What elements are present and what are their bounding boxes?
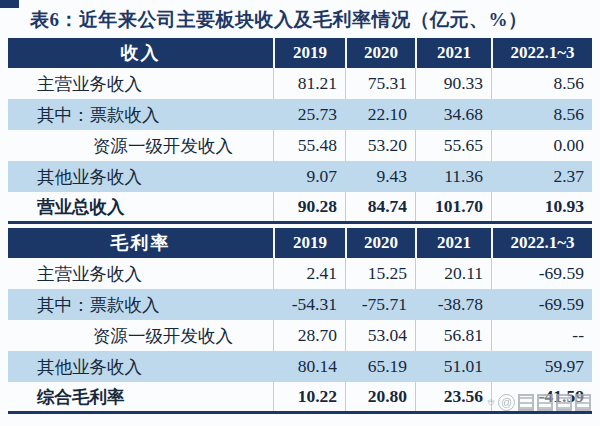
value-cell: 2.41 (273, 258, 345, 289)
value-cell: 22.10 (345, 99, 415, 130)
value-cell: 20.11 (415, 258, 491, 289)
value-cell: 10.22 (273, 382, 345, 411)
column-header-2021: 2021 (415, 38, 491, 68)
value-cell: 11.36 (415, 161, 491, 192)
value-cell: 2.37 (491, 161, 592, 192)
value-cell: 20.80 (345, 382, 415, 411)
table-row: 资源一级开发收入 55.48 53.20 55.65 0.00 (8, 130, 592, 161)
table-row: 其他业务收入 80.14 65.19 51.01 59.97 (8, 351, 592, 382)
row-label: 资源一级开发收入 (8, 320, 273, 351)
value-cell: 15.25 (345, 258, 415, 289)
value-cell: 0.00 (491, 130, 592, 161)
column-header-2019: 2019 (273, 38, 345, 68)
value-cell: -- (491, 320, 592, 351)
data-table: 收入 2019 2020 2021 2022.1~3 主营业务收入 81.21 … (8, 38, 592, 414)
value-cell: 65.19 (345, 351, 415, 382)
value-cell: 53.20 (345, 130, 415, 161)
value-cell: 81.21 (273, 68, 345, 99)
report-table-page: { "title": "表6：近年来公司主要板块收入及毛利率情况（亿元、%）",… (0, 0, 600, 426)
revenue-header-row: 收入 2019 2020 2021 2022.1~3 (8, 38, 592, 68)
value-cell: 8.56 (491, 99, 592, 130)
column-header-2019: 2019 (273, 228, 345, 258)
row-label: 主营业务收入 (8, 68, 273, 99)
value-cell: 8.56 (491, 68, 592, 99)
row-label: 营业总收入 (8, 192, 273, 221)
value-cell: 53.04 (345, 320, 415, 351)
value-cell: 10.93 (491, 192, 592, 221)
value-cell: 55.48 (273, 130, 345, 161)
value-cell: 101.70 (415, 192, 491, 221)
table-row-total: 营业总收入 90.28 84.74 101.70 10.93 (8, 192, 592, 224)
column-header-2020: 2020 (345, 38, 415, 68)
table-row: 资源一级开发收入 28.70 53.04 56.81 -- (8, 320, 592, 351)
section-header-label: 收入 (8, 41, 273, 65)
table-row: 其中：票款收入 -54.31 -75.71 -38.78 -69.59 (8, 289, 592, 320)
value-cell: 90.33 (415, 68, 491, 99)
row-label: 其中：票款收入 (8, 289, 273, 320)
row-label: 主营业务收入 (8, 258, 273, 289)
value-cell: 9.43 (345, 161, 415, 192)
column-header-2022: 2022.1~3 (491, 228, 592, 258)
table-row-total: 综合毛利率 10.22 20.80 23.56 -41.59 (8, 382, 592, 414)
value-cell: 75.31 (345, 68, 415, 99)
value-cell: -75.71 (345, 289, 415, 320)
value-cell: 59.97 (491, 351, 592, 382)
table-row: 其他业务收入 9.07 9.43 11.36 2.37 (8, 161, 592, 192)
row-label: 其他业务收入 (8, 351, 273, 382)
value-cell: 90.28 (273, 192, 345, 221)
row-label: 其他业务收入 (8, 161, 273, 192)
page-title: 表6：近年来公司主要板块收入及毛利率情况（亿元、%） (30, 7, 528, 33)
margin-header-row: 毛利率 2019 2020 2021 2022.1~3 (8, 228, 592, 258)
value-cell: 56.81 (415, 320, 491, 351)
value-cell: 80.14 (273, 351, 345, 382)
value-cell: -38.78 (415, 289, 491, 320)
corner-accent-block (0, 0, 19, 8)
column-header-2020: 2020 (345, 228, 415, 258)
table-row: 其中：票款收入 25.73 22.10 34.68 8.56 (8, 99, 592, 130)
value-cell: 28.70 (273, 320, 345, 351)
column-header-2022: 2022.1~3 (491, 38, 592, 68)
section-header-label: 毛利率 (8, 231, 273, 255)
row-label: 其中：票款收入 (8, 99, 273, 130)
value-cell: -69.59 (491, 289, 592, 320)
value-cell: -41.59 (491, 382, 592, 411)
value-cell: -69.59 (491, 258, 592, 289)
value-cell: 25.73 (273, 99, 345, 130)
value-cell: 34.68 (415, 99, 491, 130)
value-cell: 23.56 (415, 382, 491, 411)
value-cell: -54.31 (273, 289, 345, 320)
table-row: 主营业务收入 2.41 15.25 20.11 -69.59 (8, 258, 592, 289)
value-cell: 9.07 (273, 161, 345, 192)
value-cell: 84.74 (345, 192, 415, 221)
value-cell: 51.01 (415, 351, 491, 382)
row-label: 资源一级开发收入 (8, 130, 273, 161)
value-cell: 55.65 (415, 130, 491, 161)
table-row: 主营业务收入 81.21 75.31 90.33 8.56 (8, 68, 592, 99)
column-header-2021: 2021 (415, 228, 491, 258)
row-label: 综合毛利率 (8, 382, 273, 411)
